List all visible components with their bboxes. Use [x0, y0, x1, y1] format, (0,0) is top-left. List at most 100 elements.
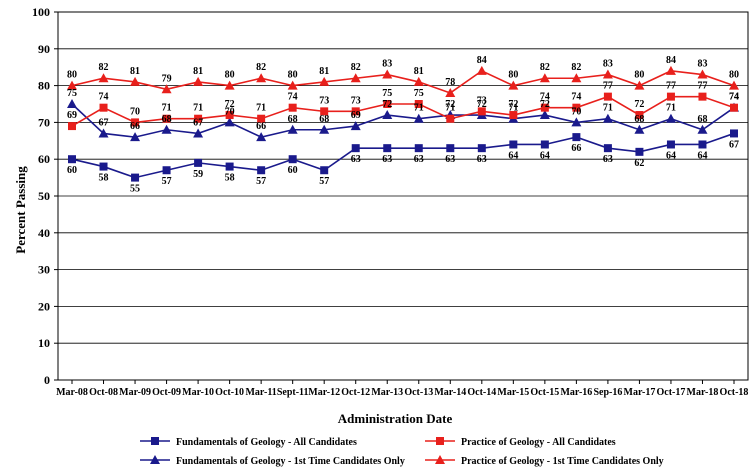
x-tick-label-Mar-14: Mar-14 [434, 387, 466, 398]
y-tick-label-30: 30 [38, 263, 50, 277]
series-0-point-18 [635, 147, 644, 156]
series-3-point-15 [539, 73, 550, 83]
series-1-point-18 [634, 124, 645, 134]
series-2-point-15 [540, 103, 549, 112]
series-2-label-17: 77 [603, 81, 613, 92]
series-3-point-10 [382, 69, 393, 79]
series-line-1 [71, 103, 735, 138]
series-0-point-15 [540, 140, 549, 149]
x-tick-label-Oct-10: Oct-10 [215, 387, 244, 398]
series-0-point-21 [730, 129, 738, 138]
series-2-label-15: 74 [540, 92, 550, 103]
series-2-point-8 [320, 107, 329, 116]
x-tick-label-Mar-09: Mar-09 [119, 387, 151, 398]
series-1-point-0 [67, 99, 77, 108]
data-labels-group: 60 58 55 57 59 58 57 60 57 63 63 63 63 63 64 64 66 63 62 64… [67, 55, 739, 195]
series-3-point-19 [665, 65, 676, 75]
series-3-label-20: 83 [697, 59, 707, 70]
series-2-point-11 [414, 100, 423, 108]
series-1-label-14: 71 [508, 103, 518, 114]
x-tick-label-Oct-17: Oct-17 [657, 387, 686, 398]
series-2-point-18 [635, 111, 644, 120]
series-1-point-17 [602, 113, 613, 123]
series-1-label-15: 72 [540, 99, 550, 110]
series-0-label-18: 62 [634, 158, 644, 169]
series-1-label-6: 66 [256, 121, 266, 132]
series-2-label-5: 72 [225, 99, 235, 110]
series-1-point-4 [193, 128, 204, 138]
y-tick-label-50: 50 [38, 189, 50, 203]
series-2-point-3 [162, 114, 171, 123]
series-0-label-3: 57 [162, 176, 172, 187]
series-3-point-7 [287, 80, 298, 90]
series-1-label-9: 69 [351, 110, 361, 121]
series-1-label-3: 68 [162, 114, 172, 125]
series-3-label-15: 82 [540, 62, 550, 73]
series-0-label-8: 57 [319, 176, 329, 187]
series-3-label-10: 83 [382, 59, 392, 70]
x-tick-label-Oct-14: Oct-14 [467, 387, 496, 398]
series-2-point-10 [383, 100, 392, 108]
series-2-label-13: 73 [477, 95, 487, 106]
y-tick-label-90: 90 [38, 42, 50, 56]
series-0-label-10: 63 [382, 154, 392, 165]
series-2-point-9 [351, 107, 360, 116]
series-1-point-6 [256, 132, 267, 142]
series-1-label-5: 70 [225, 106, 235, 117]
series-0-label-0: 60 [67, 165, 77, 176]
series-3-point-17 [602, 69, 613, 79]
series-1-label-21: 74 [729, 92, 739, 103]
series-2-label-0: 69 [67, 110, 77, 121]
y-tick-label-80: 80 [38, 79, 50, 93]
x-tick-label-Mar-18: Mar-18 [687, 387, 719, 398]
x-tick-label-Mar-15: Mar-15 [497, 387, 529, 398]
series-3-label-14: 80 [508, 70, 518, 81]
y-axis-title: Percent Passing [13, 166, 28, 254]
series-0-point-7 [288, 155, 297, 164]
series-2-label-11: 75 [414, 88, 424, 99]
series-1-label-7: 68 [288, 114, 298, 125]
series-2-label-8: 73 [319, 95, 329, 106]
series-3-label-4: 81 [193, 66, 203, 77]
series-0-point-5 [225, 162, 234, 171]
series-0-label-19: 64 [666, 150, 676, 161]
series-2-label-10: 75 [382, 88, 392, 99]
series-2-label-3: 71 [162, 103, 172, 114]
x-tick-label-Mar-17: Mar-17 [624, 387, 656, 398]
series-2-point-20 [698, 92, 707, 101]
series-1-label-12: 72 [445, 99, 455, 110]
x-tick-label-Sep-16: Sep-16 [593, 387, 622, 398]
series-1-point-1 [98, 128, 109, 138]
series-3-point-5 [224, 80, 235, 90]
series-1-point-5 [224, 117, 235, 127]
x-tick-label-Mar-08: Mar-08 [56, 387, 88, 398]
series-0-point-4 [194, 158, 203, 167]
series-3-point-11 [413, 76, 424, 86]
x-tick-label-Mar-11: Mar-11 [245, 387, 276, 398]
x-axis-ticks: Mar-08 Oct-08 Mar-09 Oct-09 Mar-10 Oct-10 Mar-… [56, 380, 748, 398]
series-0-point-8 [320, 166, 329, 175]
series-3-point-13 [476, 65, 487, 75]
series-3-label-8: 81 [319, 66, 329, 77]
legend-marker-3 [435, 455, 445, 464]
series-2-label-1: 74 [99, 92, 109, 103]
series-0-point-16 [572, 133, 581, 142]
series-0-point-3 [162, 166, 171, 175]
series-1-label-19: 71 [666, 103, 676, 114]
series-1-label-8: 68 [319, 114, 329, 125]
series-1-point-10 [382, 110, 393, 120]
series-0-point-0 [68, 155, 76, 164]
series-1-point-3 [161, 124, 172, 134]
series-0-label-4: 59 [193, 169, 203, 180]
series-3-label-18: 80 [634, 70, 644, 81]
series-2-label-21: 74 [729, 92, 739, 103]
series-0-point-12 [446, 144, 455, 153]
x-axis-title: Administration Date [338, 411, 453, 426]
series-group [67, 65, 739, 182]
series-0-label-21: 67 [729, 139, 739, 150]
x-tick-label-Mar-12: Mar-12 [308, 387, 340, 398]
series-2-label-4: 71 [193, 103, 203, 114]
series-3-label-5: 80 [225, 70, 235, 81]
series-1-point-19 [665, 113, 676, 123]
